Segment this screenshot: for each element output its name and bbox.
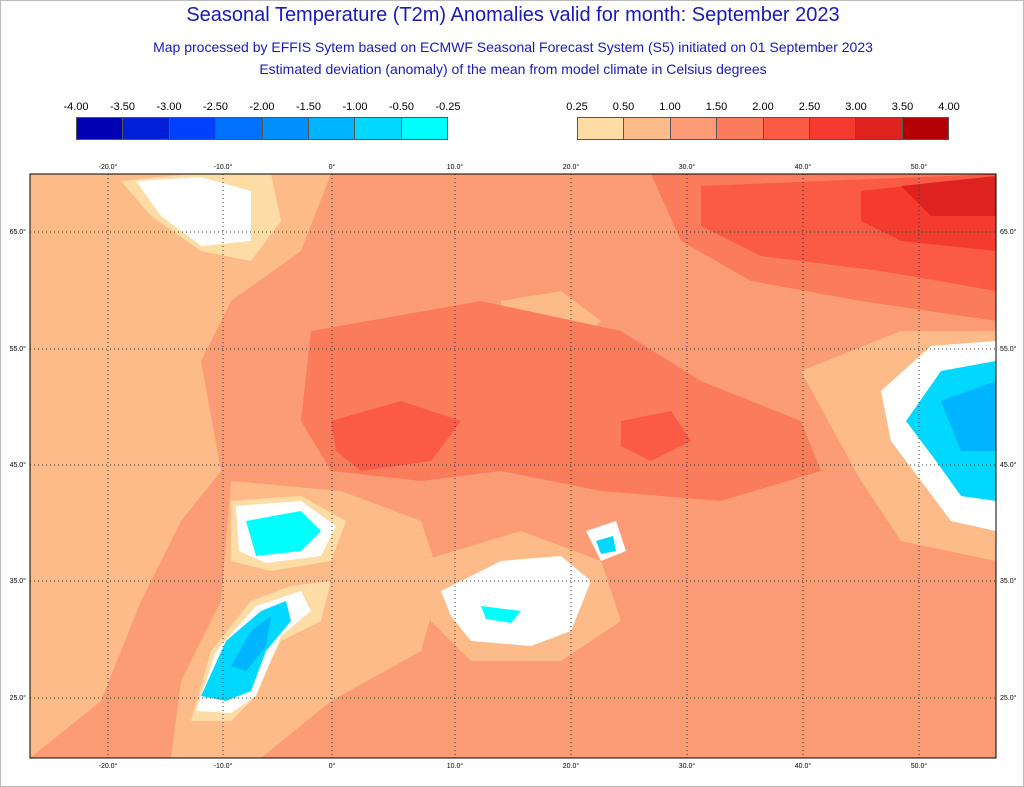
longitude-label: 50.0° [911,762,928,770]
legend-tick-label: -4.00 [63,101,89,113]
longitude-label: -20.0° [99,762,118,770]
legend-tick-label: -3.50 [109,101,136,113]
legend-negative-bar [76,117,448,140]
longitude-label: 10.0° [447,762,464,770]
legend-tick-label: 3.50 [891,101,914,113]
legend-swatch [262,118,309,139]
map-title: Seasonal Temperature (T2m) Anomalies val… [186,4,840,26]
longitude-label: -10.0° [214,762,233,770]
legend-tick-label: 0.50 [612,101,635,113]
legend-tick-label: -1.50 [295,101,322,113]
latitude-label: 65.0° [1000,228,1017,236]
map-subtitle-units: Estimated deviation (anomaly) of the mea… [259,61,767,77]
map-subtitle: Map processed by EFFIS Sytem based on EC… [153,39,873,55]
legend-tick-label: 3.00 [845,101,867,113]
legend-swatch [355,118,402,139]
latitude-label: 25.0° [10,694,27,702]
longitude-label: 20.0° [563,163,580,171]
legend-tick-label: 2.50 [798,101,821,113]
legend-swatch [856,118,903,139]
legend-swatch [902,118,948,139]
legend-negative: -4.00 -3.50 -3.00 -2.50 -2.00 -1.50 -1.00 -0.50… [63,101,461,141]
longitude-label: 30.0° [679,163,696,171]
legend-tick-label: 2.00 [752,101,774,113]
latitude-label: 35.0° [1000,577,1017,585]
longitude-label: 40.0° [795,163,812,171]
legend-swatch [401,118,447,139]
legend-swatch [308,118,356,139]
legend-tick-label: 4.00 [938,101,960,113]
legend-tick-label: -1.00 [342,101,368,113]
legend-tick-label: 1.00 [659,101,681,113]
anomaly-zone-3-3.5 [901,176,996,216]
latitude-label: 55.0° [1000,345,1017,353]
legend-swatch [717,118,764,139]
anomaly-zone-negative [481,606,521,623]
anomaly-zone-negative [941,381,996,451]
anomaly-zone-negative [231,616,271,671]
legend-swatch [169,118,217,139]
legend-tick-label: -2.00 [249,101,275,113]
legend-swatch [763,118,810,139]
anomaly-zone-negative [246,511,321,556]
legend-positive-labels: 0.25 0.50 1.00 1.50 2.00 2.50 3.00 3.50 4.00 [566,101,959,117]
anomaly-zone-2-2.5 [331,401,461,471]
legend-swatch [670,118,718,139]
legend-swatch [123,118,170,139]
legend-positive-bar [577,117,949,140]
longitude-label: 0° [329,163,336,171]
longitude-label: 20.0° [563,762,580,770]
latitude-label: 55.0° [10,345,27,353]
legend-tick-label: -0.50 [388,101,415,113]
anomaly-zone-near-zero [441,556,591,646]
anomaly-zone-near-zero [136,177,251,246]
latitude-label: 35.0° [10,577,27,585]
legend-swatch [578,118,625,139]
latitude-label: 65.0° [10,228,27,236]
longitude-label: 40.0° [795,762,812,770]
legend-tick-label: 0.25 [566,101,588,113]
map-frame [29,173,997,759]
longitude-label: -10.0° [214,163,233,171]
longitude-label: -20.0° [99,163,118,171]
latitude-label: 25.0° [1000,694,1017,702]
legend-swatch [809,118,857,139]
anomaly-zone-0.5-1 [30,174,331,758]
legend-tick-label: -0.25 [435,101,461,113]
legend-swatch [216,118,263,139]
legend-tick-label: 1.50 [705,101,728,113]
longitude-label: 50.0° [911,163,928,171]
legend-positive: 0.25 0.50 1.00 1.50 2.00 2.50 3.00 3.50 4.00 [566,101,960,141]
longitude-label: 10.0° [447,163,464,171]
legend-swatch [624,118,671,139]
anomaly-zone-negative [596,536,616,554]
legend-tick-label: -3.00 [156,101,182,113]
legend-tick-label: -2.50 [202,101,229,113]
longitude-label: 30.0° [679,762,696,770]
anomaly-zone-2-2.5 [621,411,691,461]
legend-swatch [77,118,124,139]
legend-negative-labels: -4.00 -3.50 -3.00 -2.50 -2.00 -1.50 -1.00 -0.50… [63,101,460,117]
latitude-label: 45.0° [10,461,27,469]
longitude-label: 0° [329,762,336,770]
latitude-label: 45.0° [1000,461,1017,469]
